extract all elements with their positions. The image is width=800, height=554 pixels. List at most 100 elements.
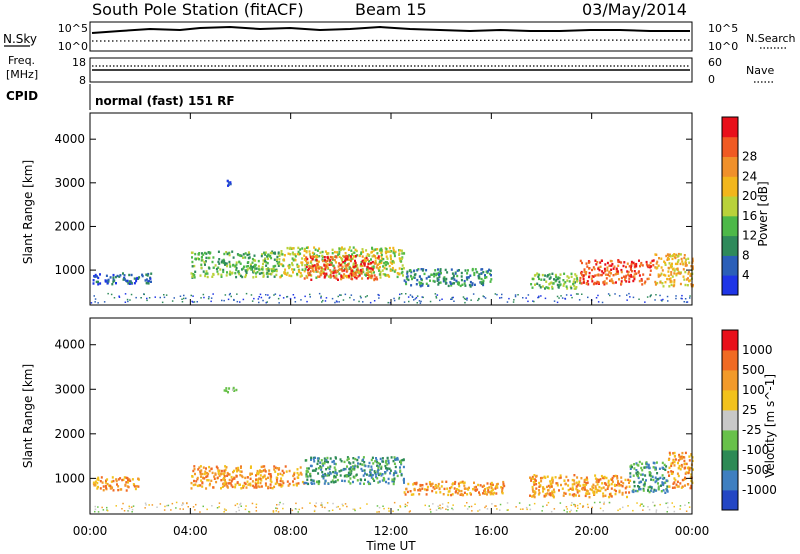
data-cell <box>434 293 437 295</box>
data-cell <box>207 479 210 482</box>
data-cell <box>257 485 260 488</box>
data-cell <box>627 273 629 276</box>
data-cell <box>203 477 206 480</box>
data-cell <box>354 254 357 258</box>
data-cell <box>447 490 450 493</box>
data-cell <box>377 293 379 296</box>
colorbar-tick-label: -25 <box>742 423 762 437</box>
velocity-data-cells <box>92 386 694 513</box>
data-cell <box>386 469 389 472</box>
data-cell <box>546 475 549 478</box>
data-cell <box>667 258 670 261</box>
data-cell <box>106 482 109 486</box>
data-cell <box>610 482 613 486</box>
data-cell <box>660 484 662 487</box>
data-cell <box>126 298 129 301</box>
data-cell <box>181 301 184 303</box>
data-cell <box>338 470 341 473</box>
data-cell <box>210 297 213 299</box>
data-cell <box>595 297 598 299</box>
data-cell <box>363 257 366 260</box>
data-cell <box>670 266 673 269</box>
data-cell <box>292 483 295 487</box>
data-cell <box>623 261 626 264</box>
data-cell <box>439 504 441 507</box>
data-cell <box>372 477 374 481</box>
data-cell <box>462 296 465 298</box>
data-cell <box>292 271 294 274</box>
data-cell <box>345 475 348 478</box>
data-cell <box>337 505 339 508</box>
data-cell <box>310 458 312 461</box>
data-cell <box>318 247 321 250</box>
data-cell <box>566 275 569 278</box>
data-cell <box>198 466 201 469</box>
data-cell <box>560 483 562 487</box>
data-cell <box>369 470 371 474</box>
data-cell <box>387 482 390 485</box>
data-cell <box>624 487 627 490</box>
data-cell <box>301 263 304 267</box>
data-cell <box>612 475 615 478</box>
data-cell <box>294 296 296 299</box>
data-cell <box>321 462 324 465</box>
data-cell <box>381 479 384 482</box>
data-cell <box>458 269 460 272</box>
data-cell <box>382 265 385 268</box>
y-tick-label: 3000 <box>54 176 85 190</box>
data-cell <box>232 256 235 259</box>
nsky-label: N.Sky <box>3 32 37 46</box>
freq-panel-frame <box>89 57 693 83</box>
data-cell <box>596 483 599 486</box>
data-cell <box>685 258 687 261</box>
data-cell <box>222 261 225 265</box>
data-cell <box>468 506 470 508</box>
data-cell <box>199 465 202 468</box>
data-cell <box>626 495 628 499</box>
colorbar-tick-label: 12 <box>742 229 757 243</box>
data-cell <box>428 505 430 507</box>
data-cell <box>151 504 154 506</box>
data-cell <box>201 252 203 255</box>
data-cell <box>561 297 564 299</box>
data-cell <box>128 505 130 508</box>
data-cell <box>662 489 665 492</box>
data-cell <box>326 262 329 266</box>
data-cell <box>685 264 688 267</box>
data-cell <box>674 256 677 260</box>
data-cell <box>279 294 281 297</box>
data-cell <box>690 484 693 488</box>
data-cell <box>551 272 554 275</box>
data-cell <box>377 255 380 258</box>
data-cell <box>686 301 689 303</box>
data-cell <box>239 473 242 477</box>
data-cell <box>490 484 493 487</box>
colorbar-segment <box>722 410 738 431</box>
data-cell <box>396 474 399 478</box>
data-cell <box>154 296 156 298</box>
data-cell <box>276 255 279 259</box>
data-cell <box>378 294 380 297</box>
data-cell <box>344 293 347 296</box>
x-tick-label: 08:00 <box>273 524 308 538</box>
data-cell <box>531 485 534 489</box>
data-cell <box>386 257 389 260</box>
data-cell <box>320 297 322 299</box>
data-cell <box>433 487 436 490</box>
data-cell <box>409 510 411 512</box>
data-cell <box>223 260 226 263</box>
data-cell <box>258 485 261 489</box>
data-cell <box>464 298 467 300</box>
data-cell <box>546 504 548 506</box>
data-cell <box>278 302 280 304</box>
data-cell <box>268 472 271 476</box>
data-cell <box>628 277 631 280</box>
data-cell <box>411 295 413 298</box>
data-cell <box>666 490 669 493</box>
data-cell <box>482 492 484 495</box>
data-cell <box>235 268 238 272</box>
data-cell <box>215 267 218 271</box>
data-cell <box>458 485 461 488</box>
data-cell <box>535 482 538 486</box>
data-cell <box>359 507 362 509</box>
